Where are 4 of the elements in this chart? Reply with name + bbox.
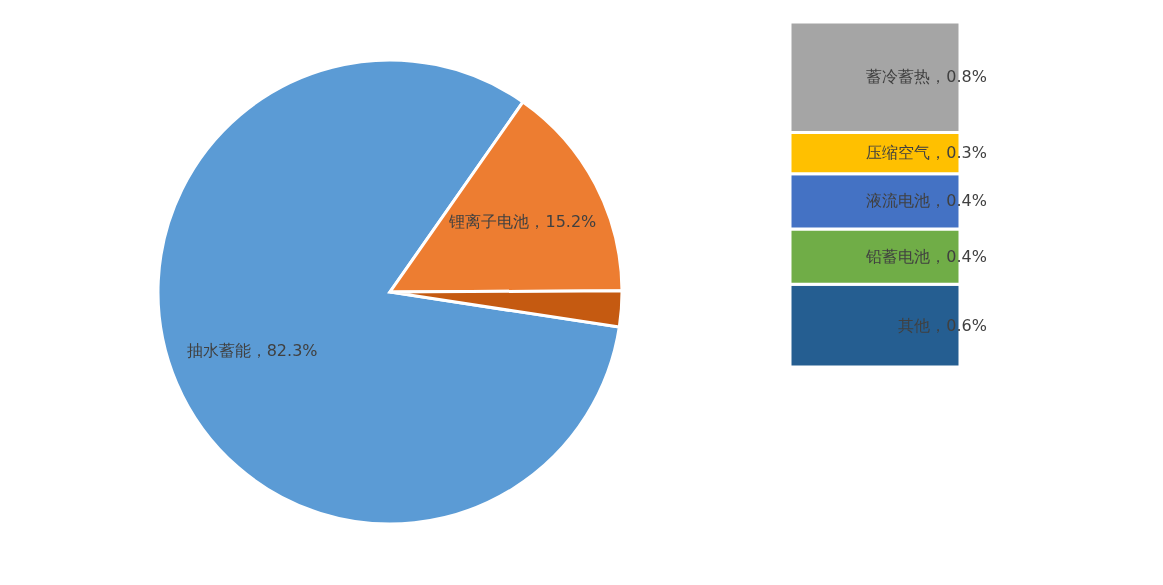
- data-label: 蓄冷蓄热，0.8%: [866, 67, 987, 87]
- pie-slice: [156, 58, 621, 526]
- slice-label: 锂离子电池，15.2%: [448, 212, 597, 232]
- slice-label: 抽水蓄能，82.3%: [186, 341, 318, 360]
